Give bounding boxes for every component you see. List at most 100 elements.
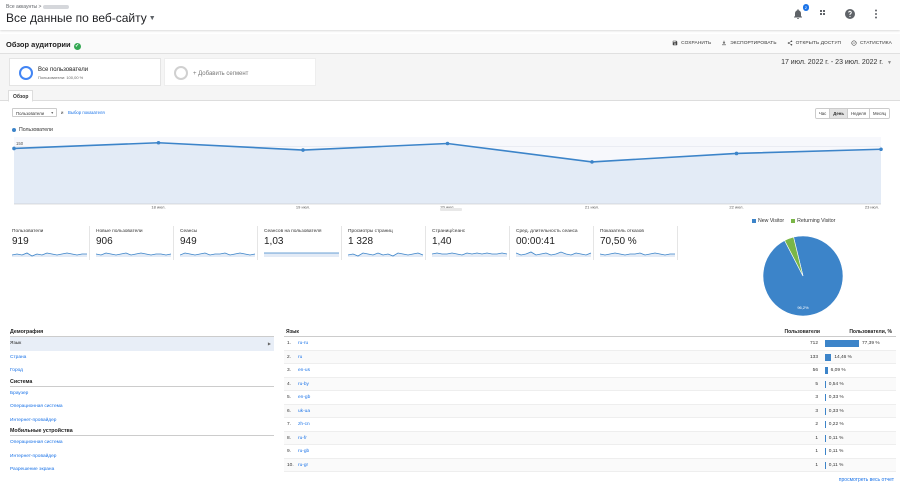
share-button[interactable]: ОТКРЫТЬ ДОСТУП	[787, 40, 841, 46]
col-language[interactable]: Язык	[286, 329, 299, 335]
pie-legend-new-label: New Visitor	[758, 218, 785, 224]
scorecard-sparkline	[96, 252, 172, 257]
language-link[interactable]: ru-fr	[298, 435, 307, 441]
language-link[interactable]: ru-gr	[298, 462, 309, 468]
demographics-section-title: Мобильные устройства	[10, 427, 274, 436]
x-tick-label: 23 июл.	[865, 205, 879, 210]
table-row: 5. en-gb 3 0,33 %	[284, 391, 896, 405]
language-table: Язык Пользователи Пользователи, % 1. ru-r…	[284, 328, 896, 472]
segment-share: Пользователи: 100,00 %	[38, 75, 84, 80]
property-title[interactable]: Все данные по веб-сайту	[6, 11, 147, 25]
scorecard[interactable]: Сеансов на пользователя 1,03	[262, 226, 342, 260]
table-row: 4. ru-by 5 0,54 %	[284, 377, 896, 391]
save-button[interactable]: СОХРАНИТЬ	[672, 40, 711, 46]
add-segment-label: + Добавить сегмент	[193, 71, 249, 77]
x-tick-label: 19 июл.	[296, 205, 310, 210]
save-icon	[672, 40, 678, 46]
language-link[interactable]: zh-cn	[298, 422, 310, 427]
caret-down-icon[interactable]: ▼	[148, 15, 156, 22]
demographics-nav-label: Страна	[10, 354, 27, 360]
segment-name: Все пользователи	[38, 67, 89, 73]
apps-grid-icon[interactable]	[818, 8, 830, 20]
demographics-nav-item[interactable]: Город	[10, 364, 274, 378]
scorecard[interactable]: Новые пользователи 906	[94, 226, 174, 260]
help-icon[interactable]	[844, 8, 856, 20]
add-segment-button[interactable]: + Добавить сегмент	[164, 58, 316, 86]
caret-down-icon: ▼	[50, 111, 54, 115]
scorecard-sparkline	[180, 252, 256, 257]
demographics-nav-label: Город	[10, 368, 23, 373]
account-selector[interactable]: Все данные по веб-сайту ▼	[6, 11, 156, 25]
tab-overview[interactable]: Обзор	[8, 90, 34, 102]
breadcrumb-text[interactable]: Все аккаунты >	[6, 4, 42, 10]
col-users[interactable]: Пользователи	[784, 329, 820, 335]
demographics-nav-item[interactable]: Браузер	[10, 387, 274, 401]
top-header: Все аккаунты > Все данные по веб-сайту ▼ …	[0, 0, 900, 30]
granularity-month[interactable]: Месяц	[870, 109, 889, 118]
language-link[interactable]: ru	[298, 354, 303, 360]
users-count: 5	[815, 381, 818, 387]
scorecard-value: 906	[96, 236, 113, 247]
metric-dropdown[interactable]: Пользователи ▼	[12, 108, 57, 117]
scorecard-label: Новые пользователи	[96, 229, 143, 234]
users-pct-bar	[825, 461, 826, 469]
demographics-nav-item[interactable]: Интернет-провайдер	[10, 450, 274, 464]
scorecard-value: 1,40	[432, 236, 452, 247]
scorecard-label: Пользователи	[12, 229, 44, 234]
granularity-day[interactable]: День	[830, 109, 849, 118]
insights-button[interactable]: СТАТИСТИКА	[851, 40, 892, 46]
users-pct: 77,39 %	[862, 341, 880, 346]
demographics-nav-item[interactable]: Операционная система	[10, 400, 274, 414]
language-link[interactable]: ru-by	[298, 381, 309, 387]
scorecard[interactable]: Страниц/сеанс 1,40	[430, 226, 510, 260]
date-range-picker[interactable]: 17 июл. 2022 г. - 23 июл. 2022 г. ▼	[781, 59, 892, 66]
insights-label: СТАТИСТИКА	[860, 40, 892, 46]
export-button[interactable]: ЭКСПОРТИРОВАТЬ	[721, 40, 776, 46]
bell-icon[interactable]: 2	[792, 4, 809, 20]
breadcrumb[interactable]: Все аккаунты >	[6, 4, 70, 10]
segment-all-users[interactable]: Все пользователи Пользователи: 100,00 %	[9, 58, 161, 86]
demographics-nav-item[interactable]: Интернет-провайдер	[10, 414, 274, 428]
users-count: 1	[815, 435, 818, 441]
demographics-nav-item[interactable]: Операционная система	[10, 436, 274, 450]
demographics-nav: Демография Язык ▶ Страна Город Система Браузер…	[10, 328, 274, 477]
users-pct-bar	[825, 407, 826, 415]
scorecard-value: 1,03	[264, 236, 284, 247]
scorecard-value: 00:00:41	[516, 236, 555, 247]
scorecard-value: 919	[12, 236, 29, 247]
scorecard[interactable]: Пользователи 919	[10, 226, 90, 260]
view-full-report-link[interactable]: просмотреть весь отчет	[838, 477, 894, 483]
row-index: 3.	[287, 368, 292, 373]
demographics-nav-item[interactable]: Язык ▶	[10, 337, 274, 351]
share-label: ОТКРЫТЬ ДОСТУП	[795, 40, 842, 46]
row-index: 5.	[287, 395, 292, 400]
language-link[interactable]: ru-gb	[298, 449, 310, 454]
select-metric-link[interactable]: Выбор показателя	[68, 110, 105, 115]
scorecard[interactable]: Просмотры страниц 1 328	[346, 226, 426, 260]
sparkline-line	[180, 252, 256, 256]
demographics-nav-item[interactable]: Разрешение экрана	[10, 463, 274, 477]
language-link[interactable]: ru-ru	[298, 341, 309, 346]
scorecard-sparkline	[432, 252, 508, 257]
demographics-nav-label: Операционная система	[10, 440, 63, 445]
language-link[interactable]: en-us	[298, 368, 310, 373]
scorecard[interactable]: Сред. длительность сеанса 00:00:41	[514, 226, 594, 260]
demographics-nav-item[interactable]: Страна	[10, 351, 274, 365]
scorecard-value: 70,50 %	[600, 236, 637, 247]
language-link[interactable]: uk-ua	[298, 408, 310, 414]
scorecard[interactable]: Сеансы 949	[178, 226, 258, 260]
language-link[interactable]: en-gb	[298, 395, 311, 400]
users-pct: 0,22 %	[828, 422, 844, 427]
granularity-week[interactable]: Неделя	[848, 109, 871, 118]
more-vert-icon[interactable]	[870, 8, 882, 20]
users-pct-bar	[825, 340, 859, 347]
demographics-section-title: Система	[10, 378, 274, 387]
scorecard[interactable]: Показатель отказов 70,50 %	[598, 226, 678, 260]
sparkline-area	[12, 253, 87, 257]
col-users-pct[interactable]: Пользователи, %	[849, 329, 892, 335]
chart-resize-handle[interactable]	[440, 208, 462, 211]
granularity-hour[interactable]: Час	[815, 109, 831, 118]
table-row: 10. ru-gr 1 0,11 %	[284, 458, 896, 472]
x-tick-label: 18 июл.	[151, 205, 165, 210]
redacted-account-name	[43, 4, 70, 9]
